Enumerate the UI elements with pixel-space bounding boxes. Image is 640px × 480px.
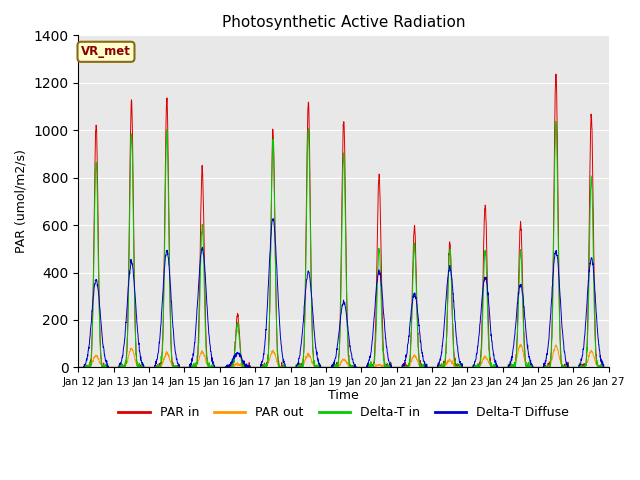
PAR out bbox=[359, 364, 367, 370]
Delta-T Diffuse bbox=[75, 364, 83, 370]
X-axis label: Time: Time bbox=[328, 388, 359, 402]
Delta-T Diffuse bbox=[371, 313, 378, 319]
Line: PAR in: PAR in bbox=[79, 74, 609, 367]
Delta-T in bbox=[552, 119, 560, 124]
PAR in bbox=[605, 364, 612, 370]
Y-axis label: PAR (umol/m2/s): PAR (umol/m2/s) bbox=[15, 149, 28, 253]
Delta-T Diffuse bbox=[269, 216, 276, 222]
PAR in bbox=[371, 360, 378, 366]
PAR out bbox=[75, 364, 83, 370]
PAR out bbox=[517, 342, 525, 348]
PAR out bbox=[605, 364, 612, 370]
PAR out bbox=[573, 364, 580, 370]
Legend: PAR in, PAR out, Delta-T in, Delta-T Diffuse: PAR in, PAR out, Delta-T in, Delta-T Dif… bbox=[113, 401, 574, 424]
Delta-T in bbox=[605, 364, 612, 370]
Delta-T in bbox=[75, 364, 83, 370]
Delta-T Diffuse bbox=[223, 363, 230, 369]
PAR out bbox=[558, 362, 566, 368]
PAR out bbox=[223, 364, 230, 370]
Delta-T Diffuse bbox=[359, 364, 367, 370]
Line: Delta-T in: Delta-T in bbox=[79, 121, 609, 367]
Delta-T in bbox=[371, 358, 378, 363]
Delta-T in bbox=[223, 364, 230, 370]
PAR in bbox=[359, 364, 367, 370]
PAR in bbox=[223, 364, 230, 370]
PAR in bbox=[497, 364, 505, 370]
Line: PAR out: PAR out bbox=[79, 345, 609, 367]
Delta-T Diffuse bbox=[498, 364, 506, 370]
Delta-T in bbox=[359, 364, 367, 370]
PAR out bbox=[497, 364, 505, 370]
Title: Photosynthetic Active Radiation: Photosynthetic Active Radiation bbox=[222, 15, 465, 30]
Delta-T Diffuse bbox=[558, 326, 566, 332]
Text: VR_met: VR_met bbox=[81, 45, 131, 58]
Delta-T Diffuse bbox=[605, 364, 612, 370]
PAR in bbox=[558, 362, 566, 368]
Delta-T in bbox=[558, 361, 566, 367]
Line: Delta-T Diffuse: Delta-T Diffuse bbox=[79, 219, 609, 367]
Delta-T Diffuse bbox=[573, 364, 580, 370]
PAR out bbox=[371, 364, 378, 370]
Delta-T in bbox=[573, 364, 580, 370]
PAR in bbox=[573, 364, 580, 370]
PAR in bbox=[552, 71, 560, 77]
Delta-T in bbox=[497, 364, 505, 370]
PAR in bbox=[75, 364, 83, 370]
